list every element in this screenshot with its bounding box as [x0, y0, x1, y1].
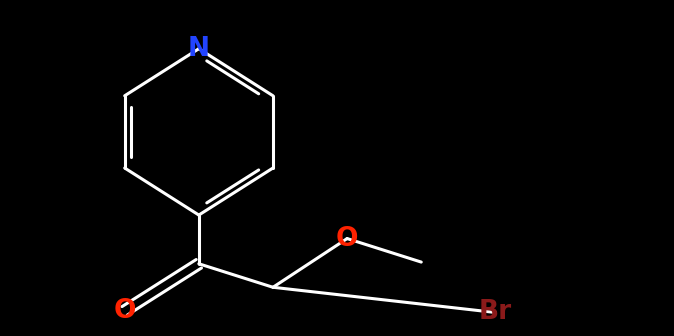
Text: N: N [188, 36, 210, 62]
Text: Br: Br [479, 299, 512, 326]
Text: O: O [113, 298, 136, 324]
Text: O: O [336, 225, 359, 252]
